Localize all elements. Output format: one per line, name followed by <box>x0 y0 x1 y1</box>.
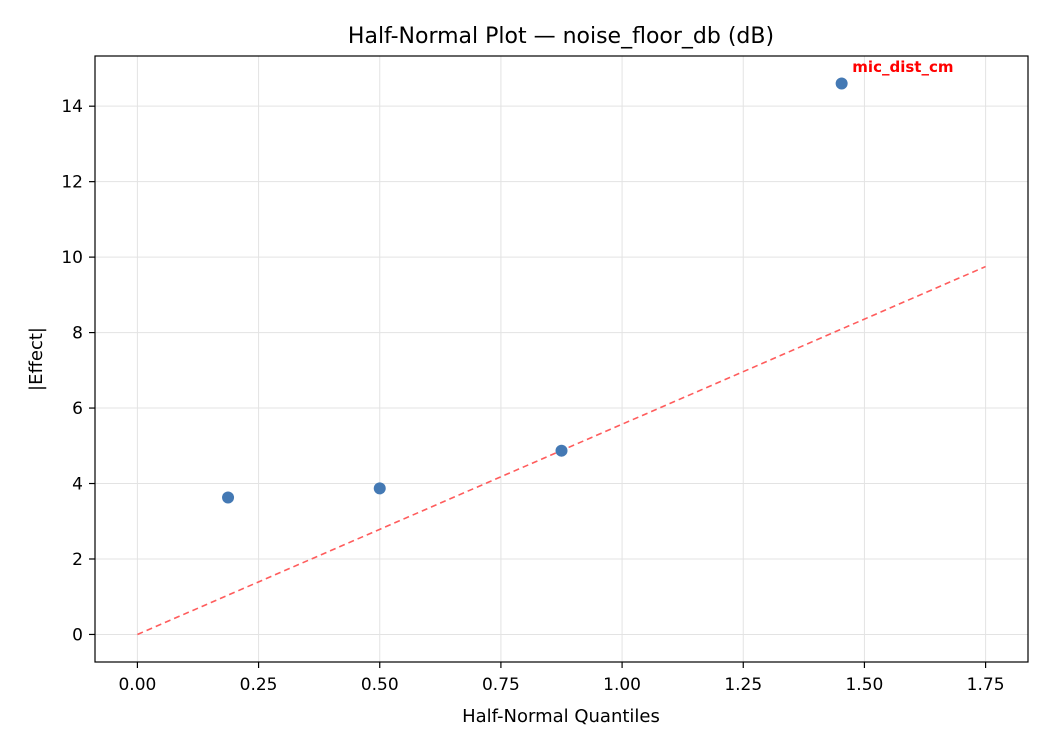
y-axis-label: |Effect| <box>26 327 47 391</box>
x-axis-label: Half-Normal Quantiles <box>462 706 660 727</box>
x-tick-label: 0.75 <box>482 675 520 695</box>
annotations-group: mic_dist_cm <box>852 58 953 76</box>
data-point <box>373 482 386 495</box>
chart-title: Half-Normal Plot — noise_floor_db (dB) <box>348 24 774 49</box>
x-axis: 0.00 0.25 0.50 0.75 1.00 1.25 1.50 1.75 <box>118 662 1005 695</box>
x-tick-label: 0.50 <box>361 675 399 695</box>
x-tick-label: 1.50 <box>845 675 883 695</box>
y-tick-label: 10 <box>61 248 83 268</box>
x-tick-label: 0.25 <box>240 675 278 695</box>
y-tick-label: 6 <box>72 399 83 419</box>
data-point <box>222 491 235 504</box>
data-point <box>835 77 848 90</box>
y-tick-label: 14 <box>61 97 83 117</box>
y-tick-label: 12 <box>61 173 83 193</box>
data-point <box>555 444 568 457</box>
grid <box>95 56 1028 662</box>
x-tick-label: 0.00 <box>118 675 156 695</box>
y-axis: 0 2 4 6 8 10 12 14 <box>61 97 95 645</box>
y-tick-label: 0 <box>72 625 83 645</box>
plot-frame <box>94 55 1029 663</box>
x-tick-label: 1.75 <box>967 675 1005 695</box>
x-tick-label: 1.00 <box>603 675 641 695</box>
points-group <box>222 77 848 504</box>
x-tick-label: 1.25 <box>724 675 762 695</box>
y-tick-label: 4 <box>72 475 83 495</box>
y-tick-label: 2 <box>72 550 83 570</box>
y-tick-label: 8 <box>72 324 83 344</box>
point-annotation: mic_dist_cm <box>852 58 953 76</box>
